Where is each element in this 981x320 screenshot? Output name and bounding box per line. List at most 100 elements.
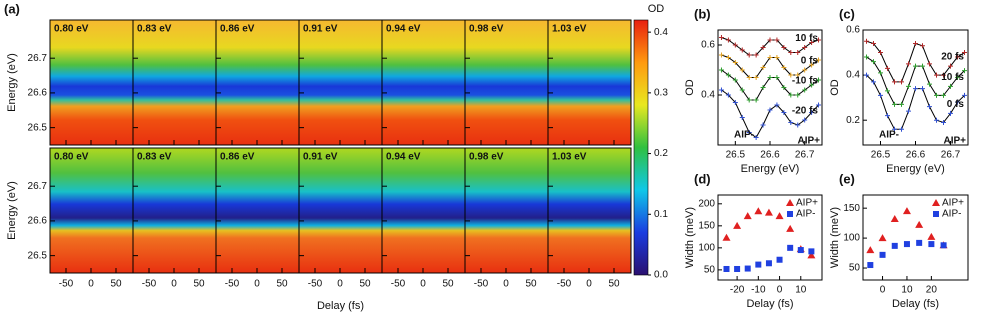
- marker-triangle: [915, 220, 924, 228]
- panel-label: (b): [694, 6, 711, 21]
- data-point: [913, 41, 918, 47]
- marker-triangle: [890, 214, 899, 222]
- marker-triangle: [733, 221, 742, 229]
- data-point: [962, 92, 967, 98]
- data-point: [774, 55, 780, 60]
- x-axis-label: Energy (eV): [886, 163, 945, 175]
- plot-frame: [717, 194, 823, 281]
- heatmap-panel: [49, 19, 134, 146]
- marker-square: [744, 265, 751, 272]
- data-point: [941, 119, 946, 125]
- y-tick-label: 0.4: [846, 70, 860, 81]
- data-point: [899, 79, 904, 85]
- data-point: [774, 102, 780, 108]
- data-point: [885, 113, 890, 119]
- y-tick-label: 26.7: [28, 53, 48, 64]
- x-tick-label: -50: [474, 279, 489, 290]
- marker-square: [933, 211, 939, 217]
- data-point: [725, 37, 731, 43]
- x-tick-label: 26.5: [726, 150, 746, 161]
- data-point: [725, 55, 731, 60]
- colorbar-tick-label: 0.4: [654, 27, 668, 38]
- marker-square: [723, 265, 730, 272]
- marker-square: [903, 241, 910, 248]
- data-point: [906, 83, 911, 89]
- data-point: [920, 43, 925, 49]
- y-tick-label: 26.6: [28, 216, 48, 227]
- data-point: [774, 37, 780, 43]
- marker-square: [734, 265, 741, 272]
- data-point: [802, 67, 808, 73]
- marker-triangle: [775, 212, 784, 220]
- data-point: [767, 37, 773, 43]
- panel-energy-label: 0.91 eV: [303, 152, 338, 163]
- series-label: -10 fs: [792, 76, 819, 87]
- x-tick-label: 0: [88, 279, 94, 290]
- plot-frame: [862, 194, 969, 281]
- y-tick-label: 0.6: [701, 40, 715, 51]
- data-point: [892, 79, 897, 85]
- data-point: [927, 104, 932, 110]
- data-point: [788, 92, 794, 98]
- marker-triangle: [722, 233, 731, 241]
- panel-energy-label: 0.91 eV: [303, 24, 338, 35]
- data-point: [955, 99, 960, 105]
- x-tick-label: 26.6: [906, 150, 926, 161]
- data-point: [941, 72, 946, 78]
- x-tick-label: 0: [880, 285, 886, 296]
- marker-triangle: [807, 251, 816, 259]
- annotation: AIP-: [879, 130, 899, 141]
- y-tick-label: 50: [704, 265, 716, 276]
- y-tick-label: 26.6: [28, 88, 48, 99]
- data-point: [816, 37, 822, 43]
- data-point: [802, 117, 808, 123]
- heatmap-panel: [464, 147, 549, 274]
- x-tick-label: 10: [795, 285, 807, 296]
- y-axis-label: OD: [829, 79, 841, 96]
- data-point: [760, 45, 766, 50]
- panel-energy-label: 1.03 eV: [552, 24, 587, 35]
- series-label: 0 fs: [801, 56, 819, 67]
- panel-label: (c): [839, 6, 855, 21]
- data-point: [739, 115, 745, 120]
- x-axis-label: Delay (fs): [892, 298, 939, 310]
- data-point: [781, 45, 787, 50]
- data-point: [934, 72, 939, 78]
- data-point: [955, 54, 960, 60]
- y-tick-label: 100: [843, 233, 860, 244]
- panel-label: (e): [839, 171, 855, 186]
- x-tick-label: 50: [276, 279, 288, 290]
- data-point: [809, 62, 815, 68]
- marker-square: [755, 261, 762, 268]
- heatmap-panel: [132, 19, 217, 146]
- data-point: [732, 60, 738, 65]
- data-point: [718, 87, 724, 93]
- x-tick-label: 0: [171, 279, 177, 290]
- series-label: 10 fs: [795, 33, 818, 44]
- data-point: [781, 110, 787, 115]
- data-point: [767, 75, 773, 80]
- x-tick-label: -10: [751, 285, 766, 296]
- y-tick-label: 0.2: [846, 115, 860, 126]
- x-axis-label: Energy (eV): [741, 163, 800, 175]
- panel-energy-label: 0.98 eV: [469, 24, 504, 35]
- data-point: [864, 38, 869, 44]
- heatmap-panel: [464, 19, 549, 146]
- y-tick-label: 150: [698, 220, 715, 231]
- x-tick-label: 50: [110, 279, 122, 290]
- heatmap-panel: [215, 147, 300, 274]
- data-point: [795, 50, 801, 55]
- data-point: [871, 79, 876, 85]
- colorbar-tick-label: 0.2: [654, 148, 668, 159]
- panel-label: (d): [694, 171, 711, 186]
- marker-triangle: [764, 208, 773, 216]
- data-point: [885, 65, 890, 71]
- x-tick-label: -20: [730, 285, 745, 296]
- y-tick-label: 26.7: [28, 181, 48, 192]
- marker-triangle: [866, 246, 875, 254]
- x-tick-label: -50: [142, 279, 157, 290]
- x-axis-label: Delay (fs): [746, 298, 793, 310]
- x-tick-label: 50: [442, 279, 454, 290]
- marker-triangle: [902, 207, 911, 215]
- data-point: [871, 41, 876, 47]
